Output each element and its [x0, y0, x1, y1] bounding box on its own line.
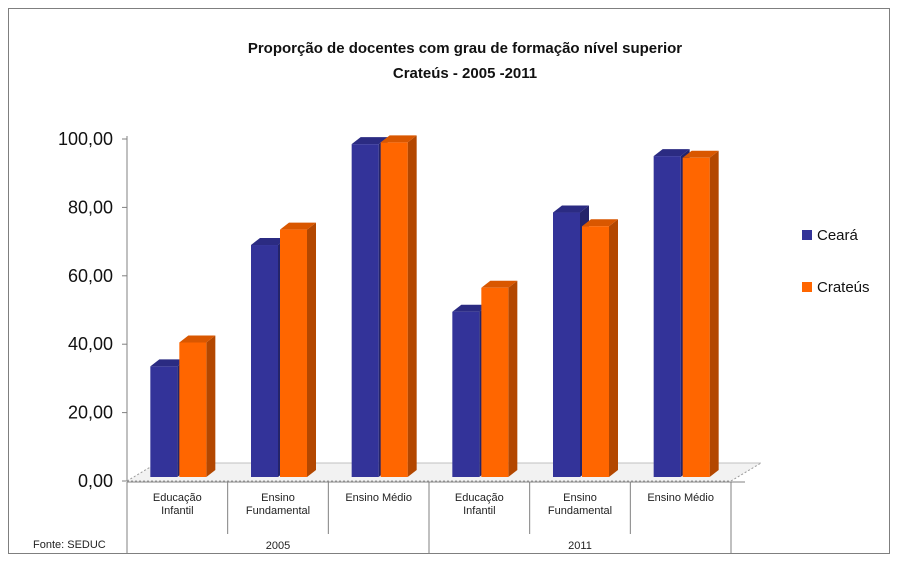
bar-front — [653, 156, 681, 477]
bar-top — [682, 150, 719, 158]
category-label: Ensino — [261, 492, 295, 504]
legend-swatch-crateus — [802, 282, 812, 292]
category-label: Ensino Médio — [647, 492, 714, 504]
bar-top — [280, 222, 316, 230]
category-label: Ensino Médio — [345, 492, 412, 504]
y-tick-label: 100,00 — [58, 129, 113, 149]
legend-swatch-ceara — [802, 230, 812, 240]
bar-top — [481, 280, 518, 288]
axis-layer: 0,00 20,00 40,00 60,00 80,00 100,00 — [58, 129, 128, 491]
bar-side — [508, 280, 518, 477]
category-label: Fundamental — [246, 505, 310, 517]
bar-layer — [150, 135, 719, 478]
group-label-2011: 2011 — [568, 540, 592, 552]
bar-crateus-4 — [481, 280, 518, 477]
bar-top — [251, 238, 287, 246]
bar-top — [553, 205, 589, 213]
bar-top — [582, 219, 618, 227]
bar-top — [452, 304, 489, 312]
bar-crateus-5 — [582, 219, 618, 477]
y-tick-label: 80,00 — [68, 197, 113, 217]
bar-crateus-2 — [280, 222, 316, 477]
bar-chart: Proporção de docentes com grau de formaç… — [33, 40, 870, 559]
bar-top — [351, 137, 388, 145]
bar-front — [553, 212, 580, 477]
category-label: Educação — [153, 492, 202, 504]
category-label: Fundamental — [548, 505, 612, 517]
legend-item-crateus: Crateús — [802, 279, 870, 296]
category-label: Ensino — [563, 492, 597, 504]
legend-label-crateus: Crateús — [817, 279, 870, 296]
y-tick-label: 0,00 — [78, 471, 113, 491]
chart-title: Proporção de docentes com grau de formaç… — [248, 40, 682, 57]
bar-top — [179, 335, 216, 343]
legend-label-ceara: Ceará — [817, 227, 859, 244]
bar-side — [206, 335, 216, 477]
bar-top — [150, 359, 187, 367]
bar-crateus-6 — [682, 150, 719, 477]
bar-front — [481, 287, 509, 477]
bar-side — [609, 219, 618, 477]
bar-front — [582, 226, 609, 477]
bar-side — [307, 222, 316, 477]
y-tick-label: 60,00 — [68, 266, 113, 286]
group-label-2005: 2005 — [266, 540, 290, 552]
chart-subtitle: Crateús - 2005 -2011 — [393, 65, 537, 82]
bar-top — [380, 135, 417, 143]
bar-front — [280, 229, 307, 477]
bar-front — [351, 144, 379, 477]
bar-front — [452, 311, 480, 477]
bar-top — [653, 149, 690, 157]
bar-front — [682, 157, 710, 477]
bar-front — [251, 245, 278, 477]
chart-frame: Proporção de docentes com grau de formaç… — [8, 8, 890, 559]
bar-side — [709, 150, 719, 477]
category-axis: EducaçãoInfantilEnsinoFundamentalEnsino … — [126, 481, 745, 559]
bar-front — [179, 342, 207, 477]
source-note: Fonte: SEDUC — [33, 539, 106, 551]
bar-front — [150, 366, 178, 477]
category-label: Infantil — [161, 505, 193, 517]
bar-crateus-1 — [179, 335, 216, 477]
category-label: Infantil — [463, 505, 495, 517]
legend: Ceará Crateús — [802, 227, 870, 296]
bar-crateus-3 — [380, 135, 417, 478]
y-tick-label: 40,00 — [68, 334, 113, 354]
y-tick-label: 20,00 — [68, 403, 113, 423]
bar-side — [407, 135, 417, 478]
legend-item-ceara: Ceará — [802, 227, 859, 244]
category-label: Educação — [455, 492, 504, 504]
bar-front — [380, 142, 408, 478]
